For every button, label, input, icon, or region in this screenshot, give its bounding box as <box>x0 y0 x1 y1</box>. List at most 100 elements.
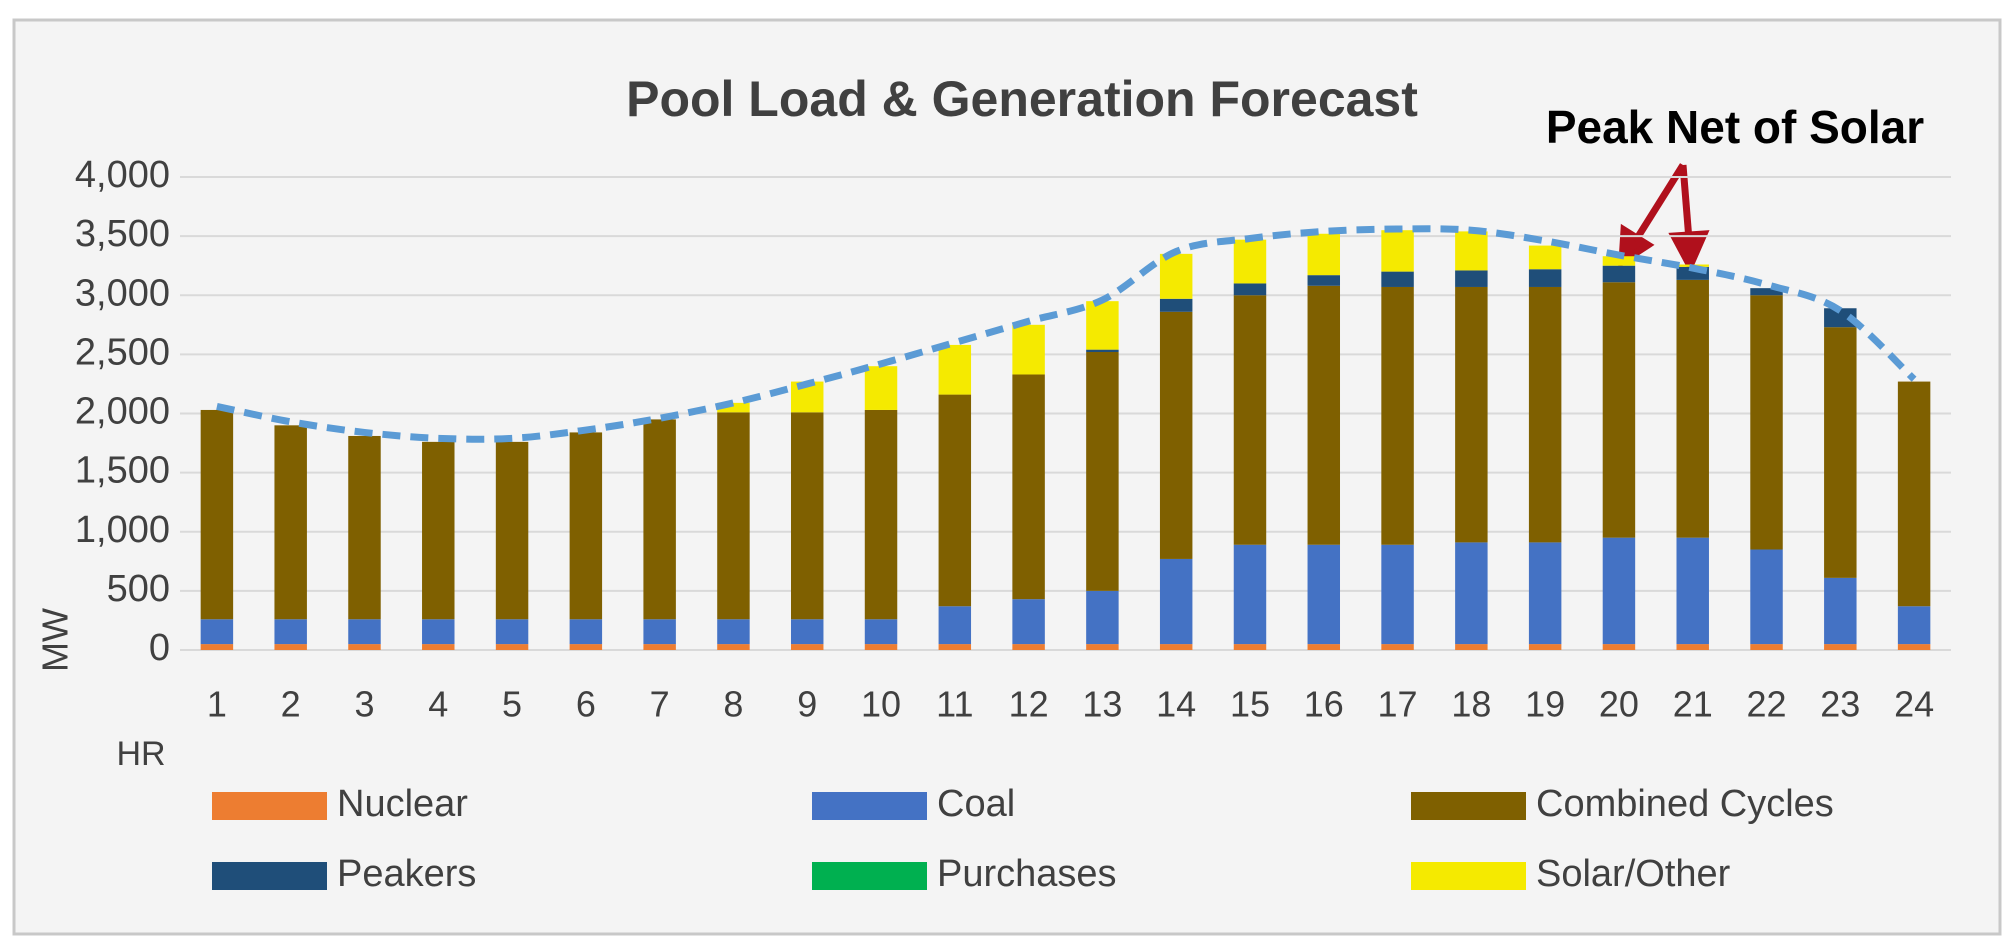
legend-swatch <box>212 792 327 820</box>
arrow-head <box>1668 230 1710 275</box>
x-tick-label: 2 <box>281 684 301 725</box>
legend-label: Combined Cycles <box>1536 783 1834 825</box>
bar-segment <box>1159 298 1193 312</box>
bar-segment <box>1824 577 1857 645</box>
y-tick-label: 1,500 <box>75 450 170 492</box>
bar-segment <box>1897 606 1931 645</box>
bar-segment <box>1824 308 1857 328</box>
bar-segment <box>1233 295 1267 545</box>
legend-swatch <box>1411 792 1526 820</box>
x-tick-label: 11 <box>936 684 973 725</box>
bar-segment <box>1381 230 1414 272</box>
chart-frame <box>12 18 2002 936</box>
bar-segment <box>1824 644 1857 650</box>
bar-segment <box>938 394 972 607</box>
bar-segment <box>1233 544 1267 645</box>
bar-segment <box>274 619 307 645</box>
bar-segment <box>1602 256 1636 266</box>
bar-segment <box>495 644 529 650</box>
annotation: Peak Net of Solar <box>1546 101 1924 153</box>
bar-segment <box>1086 590 1119 645</box>
bar-segment <box>1159 311 1193 559</box>
bar-segment <box>864 409 898 620</box>
bar-segment <box>1602 282 1636 538</box>
bar-segment <box>348 644 381 650</box>
legend-swatch <box>1411 862 1526 890</box>
bar-segment <box>1455 542 1488 645</box>
y-tick-label: 0 <box>149 627 170 669</box>
bar-segment <box>1676 644 1709 650</box>
bar-segment <box>717 644 750 650</box>
legend-label: Nuclear <box>337 783 468 825</box>
bar-segment <box>864 644 898 650</box>
bar-segment <box>1528 644 1562 650</box>
legend-label: Peakers <box>337 853 476 895</box>
bar-segment <box>569 619 603 645</box>
x-tick-label: 1 <box>207 684 227 725</box>
bar-segment <box>1602 644 1636 650</box>
legend-label: Coal <box>937 783 1015 825</box>
x-tick-label: 18 <box>1451 684 1491 725</box>
bar-segment <box>717 619 750 645</box>
bar-segment <box>200 619 234 645</box>
bar-segment <box>1602 537 1636 645</box>
x-tick-label: 19 <box>1525 684 1565 725</box>
bar-segment <box>1897 644 1931 650</box>
bar-segment <box>1159 253 1193 299</box>
bar-segment <box>864 619 898 645</box>
bar-segment <box>422 441 455 620</box>
x-tick-label: 4 <box>428 684 448 725</box>
legend-swatch <box>212 862 327 890</box>
bar-segment <box>790 644 824 650</box>
bar-segment <box>1086 644 1119 650</box>
x-tick-label: 15 <box>1230 684 1270 725</box>
bar-segment <box>1455 270 1488 287</box>
bar-segment <box>1381 271 1414 287</box>
x-tick-label: 14 <box>1156 684 1196 725</box>
bar-segment <box>569 644 603 650</box>
bar-segment <box>1750 295 1783 550</box>
bar-segment <box>790 412 824 620</box>
bar-segment <box>1307 285 1341 545</box>
bar-segment <box>348 619 381 645</box>
arrow-head <box>1618 223 1655 269</box>
bar-segment <box>1307 233 1341 276</box>
x-tick-label: 6 <box>576 684 596 725</box>
y-tick-label: 3,500 <box>75 213 170 255</box>
x-tick-label: 21 <box>1673 684 1713 725</box>
y-tick-label: 3,000 <box>75 272 170 314</box>
bar-segment <box>643 619 676 645</box>
x-tick-label: 12 <box>1009 684 1049 725</box>
x-tick-label: 5 <box>502 684 522 725</box>
y-tick-label: 500 <box>107 568 170 610</box>
bar-segment <box>1381 286 1414 545</box>
bar-segment <box>1455 644 1488 650</box>
bar-segment <box>200 409 234 620</box>
bar-segment <box>1307 544 1341 645</box>
bar-segment <box>1381 644 1414 650</box>
bar-segment <box>1824 327 1857 578</box>
x-tick-label: 16 <box>1304 684 1344 725</box>
y-tick-label: 2,000 <box>75 391 170 433</box>
x-tick-label: 8 <box>723 684 743 725</box>
bar-segment <box>1159 558 1193 645</box>
x-tick-label: 13 <box>1082 684 1122 725</box>
legend-swatch <box>812 862 927 890</box>
bar-segment <box>569 432 603 620</box>
bar-segment <box>1750 644 1783 650</box>
bar-segment <box>1233 644 1267 650</box>
bar-segment <box>1602 265 1636 283</box>
bar-segment <box>1381 544 1414 645</box>
bar-segment <box>422 619 455 645</box>
bar-segment <box>422 644 455 650</box>
bar-segment <box>1307 275 1341 286</box>
bar-segment <box>1455 231 1488 271</box>
bar-segment <box>864 366 898 410</box>
x-tick-label: 23 <box>1820 684 1860 725</box>
bar-segment <box>938 606 972 645</box>
bar-segment <box>790 619 824 645</box>
bar-segment <box>1012 644 1045 650</box>
bar-segment <box>495 619 529 645</box>
bar-segment <box>1233 283 1267 296</box>
